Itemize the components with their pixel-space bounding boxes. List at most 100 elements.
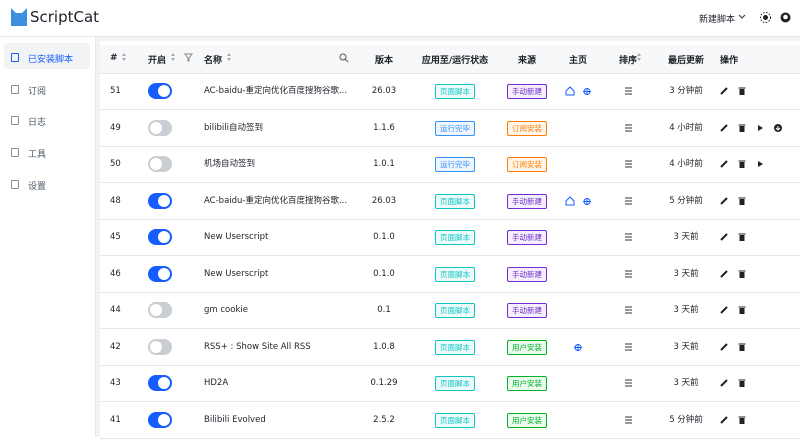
sort-handle[interactable] [624, 270, 633, 278]
version: 1.1.6 [373, 122, 395, 133]
sort-handle[interactable] [624, 233, 633, 241]
sidebar-item[interactable]: 日志 [28, 118, 47, 129]
script-name[interactable]: bilibili自动签到 [204, 122, 263, 133]
script-name[interactable]: RSS+ : Show Site All RSS [204, 341, 311, 352]
script-name[interactable]: 机场自动签到 [204, 159, 256, 169]
script-id: 45 [110, 232, 121, 242]
script-name[interactable]: AC-baidu-重定向优化百度搜狗谷歌... [204, 195, 348, 206]
edit-icon[interactable] [719, 232, 729, 242]
column-header[interactable]: 最后更新 [667, 56, 705, 66]
sort-handle[interactable] [624, 124, 633, 132]
script-name[interactable]: Bilibili Evolved [204, 414, 266, 425]
del-icon[interactable] [737, 378, 747, 388]
github-icon[interactable] [780, 12, 791, 23]
toggle[interactable] [148, 411, 172, 428]
del-icon[interactable] [737, 342, 747, 352]
toggle[interactable] [148, 192, 172, 209]
edit-icon[interactable] [719, 159, 729, 169]
edit-icon[interactable] [719, 86, 729, 96]
column-header[interactable]: 来源 [517, 56, 537, 66]
column-header[interactable]: 应用至/运行状态 [421, 56, 489, 66]
row-divider [100, 218, 800, 220]
toggle[interactable] [148, 83, 172, 99]
edit-icon[interactable] [719, 269, 729, 279]
homepage-home-icon[interactable] [565, 86, 575, 96]
edit-icon[interactable] [719, 378, 729, 388]
top-bar: ScriptCat 新建脚本 [0, 0, 800, 37]
source-tag: 订阅安装 [507, 157, 547, 172]
search-icon[interactable] [339, 53, 349, 63]
column-header[interactable]: 操作 [720, 56, 739, 66]
homepage-bug-icon[interactable] [573, 342, 583, 352]
sort-icon[interactable] [636, 52, 642, 62]
toggle[interactable] [148, 338, 172, 355]
script-name[interactable]: New Userscript [204, 232, 269, 242]
edit-icon[interactable] [719, 196, 729, 206]
toggle[interactable] [148, 119, 172, 136]
script-name[interactable]: New Userscript [204, 268, 269, 279]
version: 0.1.29 [370, 378, 398, 388]
script-name[interactable]: gm cookie [204, 305, 248, 315]
script-id: 43 [110, 378, 121, 388]
run-icon[interactable] [755, 159, 765, 169]
del-icon[interactable] [737, 305, 747, 315]
app-title: ScriptCat [30, 8, 100, 26]
sort-handle[interactable] [624, 306, 633, 314]
edit-icon[interactable] [719, 415, 729, 425]
theme-icon[interactable] [760, 12, 771, 23]
del-icon[interactable] [737, 415, 747, 425]
sort-icon[interactable] [121, 52, 127, 62]
script-name[interactable]: AC-baidu-重定向优化百度搜狗谷歌... [204, 86, 348, 96]
toggle[interactable] [148, 265, 172, 282]
script-id: 41 [110, 414, 121, 425]
sort-icon[interactable] [170, 52, 176, 62]
column-header[interactable]: 名称 [204, 56, 223, 66]
homepage-home-icon[interactable] [565, 195, 575, 206]
del-icon[interactable] [737, 196, 747, 206]
del-icon[interactable] [737, 232, 747, 242]
sidebar-item[interactable]: 工具 [28, 150, 47, 161]
dropdown-icon[interactable] [738, 14, 746, 20]
table-header: # 开启 名称 版本 应用至/运行状态 来源 主页 排序 最后更新 操作 [100, 45, 800, 74]
cloud-icon[interactable] [773, 123, 783, 133]
sort-handle[interactable] [624, 197, 633, 205]
edit-icon[interactable] [719, 305, 729, 315]
del-icon[interactable] [737, 86, 747, 96]
del-icon[interactable] [737, 269, 747, 279]
homepage-bug-icon[interactable] [582, 86, 592, 96]
column-header[interactable]: # [110, 53, 118, 63]
status-tag: 运行完毕 [435, 157, 475, 172]
edit-icon[interactable] [719, 123, 729, 133]
sort-handle[interactable] [624, 87, 633, 95]
status-tag: 页面脚本 [435, 230, 475, 245]
edit-icon[interactable] [719, 342, 729, 352]
sort-icon[interactable] [226, 52, 232, 62]
del-icon[interactable] [737, 159, 747, 169]
del-icon[interactable] [737, 123, 747, 133]
script-name[interactable]: HD2A [204, 378, 229, 388]
run-icon[interactable] [755, 123, 765, 133]
version: 1.0.1 [373, 159, 395, 169]
homepage-bug-icon[interactable] [582, 196, 592, 206]
sort-handle[interactable] [624, 379, 633, 387]
table-panel [100, 41, 800, 437]
sort-handle[interactable] [624, 160, 633, 168]
script-id: 46 [110, 268, 121, 279]
column-header[interactable]: 排序 [618, 56, 638, 66]
sidebar-item[interactable]: 设置 [28, 181, 47, 192]
sidebar-icon [11, 148, 19, 158]
column-header[interactable]: 主页 [568, 56, 588, 66]
sort-handle[interactable] [624, 416, 633, 424]
column-header[interactable]: 开启 [148, 56, 167, 66]
sort-handle[interactable] [624, 343, 633, 351]
toggle[interactable] [148, 229, 172, 245]
toggle[interactable] [148, 156, 172, 172]
sidebar-item[interactable]: 订阅 [28, 86, 47, 97]
sidebar-item[interactable]: 已安装脚本 [28, 55, 74, 65]
toggle[interactable] [148, 302, 172, 318]
filter-icon[interactable] [184, 53, 193, 62]
new-script-button[interactable]: 新建脚本 [699, 15, 736, 25]
toggle[interactable] [148, 375, 172, 391]
column-header[interactable]: 版本 [374, 56, 394, 66]
